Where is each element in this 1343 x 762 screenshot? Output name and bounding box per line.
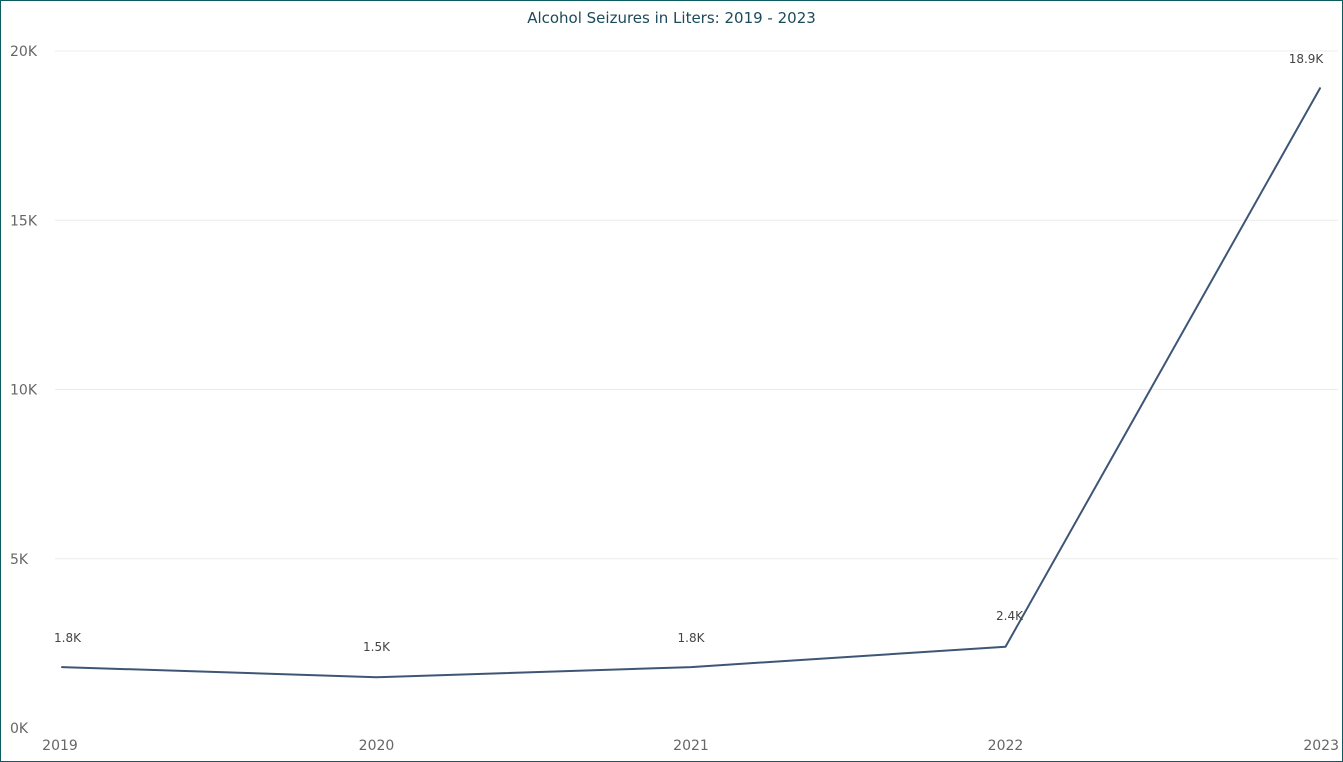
- x-tick-label: 2022: [988, 738, 1024, 754]
- y-tick-label: 0K: [10, 721, 29, 737]
- chart-title: Alcohol Seizures in Liters: 2019 - 2023: [527, 9, 816, 27]
- y-tick-label: 15K: [10, 213, 38, 229]
- x-axis-ticks: 2019 2020 2021 2022 2023: [42, 738, 1339, 754]
- x-tick-label: 2020: [359, 738, 395, 754]
- series-layer: [61, 87, 1321, 679]
- data-label: 1.8K: [54, 631, 82, 645]
- x-tick-label: 2019: [42, 738, 78, 754]
- x-tick-label: 2021: [673, 738, 709, 754]
- data-label: 1.8K: [678, 631, 706, 645]
- y-tick-label: 10K: [10, 383, 38, 399]
- gridlines: [55, 50, 1338, 560]
- data-labels: 1.8K 1.5K 1.8K 2.4K 18.9K: [54, 52, 1324, 654]
- data-label: 2.4K: [996, 609, 1024, 623]
- x-tick-label: 2023: [1303, 738, 1339, 754]
- data-label: 18.9K: [1289, 52, 1325, 66]
- y-tick-label: 20K: [10, 44, 38, 60]
- data-label: 1.5K: [363, 640, 391, 654]
- y-axis-ticks: 0K 5K 10K 15K 20K: [10, 44, 38, 737]
- series-line: [61, 87, 1321, 679]
- y-tick-label: 5K: [10, 552, 29, 568]
